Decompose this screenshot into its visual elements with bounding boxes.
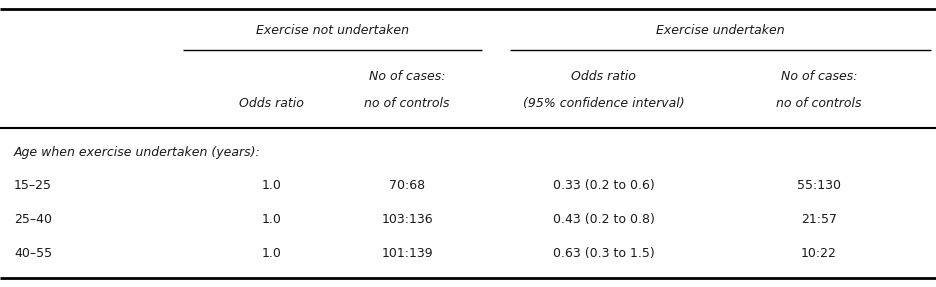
Text: 25–40: 25–40 [14,213,52,226]
Text: 15–25: 15–25 [14,179,52,192]
Text: Age when exercise undertaken (years):: Age when exercise undertaken (years): [14,146,261,159]
Text: 10:22: 10:22 [801,247,837,261]
Text: 70:68: 70:68 [389,179,425,192]
Text: Odds ratio: Odds ratio [239,97,304,110]
Text: Exercise not undertaken: Exercise not undertaken [256,24,409,37]
Text: 0.63 (0.3 to 1.5): 0.63 (0.3 to 1.5) [553,247,654,261]
Text: 55:130: 55:130 [797,179,841,192]
Text: 0.43 (0.2 to 0.8): 0.43 (0.2 to 0.8) [553,213,654,226]
Text: 40–55: 40–55 [14,247,52,261]
Text: 103:136: 103:136 [381,213,433,226]
Text: no of controls: no of controls [364,97,450,110]
Text: No of cases:: No of cases: [781,69,857,83]
Text: (95% confidence interval): (95% confidence interval) [523,97,684,110]
Text: no of controls: no of controls [776,97,862,110]
Text: No of cases:: No of cases: [369,69,446,83]
Text: 1.0: 1.0 [261,247,282,261]
Text: 1.0: 1.0 [261,213,282,226]
Text: 101:139: 101:139 [381,247,433,261]
Text: 21:57: 21:57 [801,213,837,226]
Text: Exercise undertaken: Exercise undertaken [656,24,785,37]
Text: 1.0: 1.0 [261,179,282,192]
Text: 0.33 (0.2 to 0.6): 0.33 (0.2 to 0.6) [553,179,654,192]
Text: Odds ratio: Odds ratio [571,69,636,83]
